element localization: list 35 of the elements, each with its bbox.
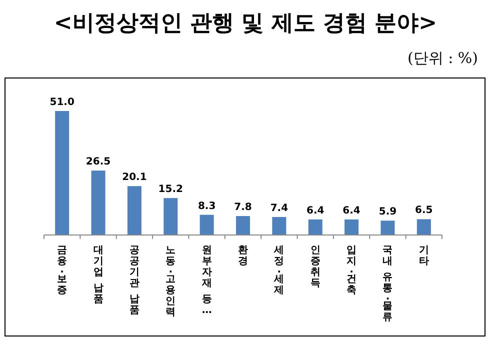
- chart-title: <비정상적인 관행 및 제도 경험 분야>: [54, 10, 438, 36]
- data-label: 26.5: [86, 156, 111, 168]
- x-tick-label: 대기업 납품: [93, 245, 104, 305]
- data-label: 5.9: [378, 206, 397, 218]
- x-tick-label: 환경: [238, 245, 248, 267]
- x-tick-label: 세정·세제: [273, 245, 284, 296]
- chart-subtitle: (단위 : %): [407, 49, 478, 67]
- bar: [416, 219, 431, 235]
- bar: [272, 217, 286, 235]
- x-tick-label: 국내 유통·물류: [382, 245, 393, 323]
- bar: [55, 111, 70, 235]
- bar: [200, 214, 214, 235]
- bar: [127, 186, 142, 235]
- data-label: 8.3: [198, 200, 216, 212]
- bar: [380, 220, 395, 235]
- data-label: 7.8: [234, 202, 252, 214]
- data-label: 7.4: [270, 203, 288, 214]
- bar: [91, 170, 106, 235]
- data-label: 6.4: [342, 205, 360, 216]
- data-label: 20.1: [122, 172, 147, 184]
- x-tick-label: 기타: [418, 245, 429, 267]
- x-tick-label: 노동·고용인력: [166, 245, 176, 318]
- x-tick-label: 공공기관 납품: [129, 245, 140, 316]
- x-tick-label: 금융·보증: [57, 245, 68, 296]
- bar: [344, 219, 359, 235]
- bar: [308, 219, 322, 235]
- x-tick-label: 입지·건축: [346, 245, 357, 296]
- data-label: 51.0: [50, 97, 74, 108]
- x-tick-label: 인증취득: [310, 245, 320, 289]
- data-label: 6.4: [306, 205, 324, 216]
- data-label: 6.5: [415, 205, 433, 216]
- data-label: 15.2: [158, 184, 184, 196]
- x-tick-label: 원부자재 등…: [200, 245, 212, 316]
- bar: [236, 216, 250, 235]
- bar: [164, 198, 178, 235]
